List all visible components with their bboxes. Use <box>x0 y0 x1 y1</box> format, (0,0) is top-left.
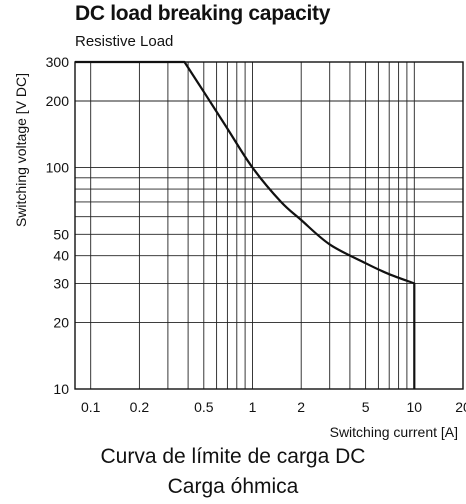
y-tick-labels: 10 20 30 40 50 100 200 300 <box>46 54 70 397</box>
x-tick-label: 10 <box>407 399 423 415</box>
x-axis-label: Switching current [A] <box>330 424 458 440</box>
chart-subtitle: Resistive Load <box>75 33 174 50</box>
x-tick-labels: 0.1 0.2 0.5 1 2 5 10 20 <box>81 399 466 415</box>
y-tick-label: 300 <box>46 54 70 70</box>
caption-line-1: Curva de límite de carga DC <box>100 445 366 468</box>
grid-lines <box>75 61 463 390</box>
x-tick-label: 0.1 <box>81 399 101 415</box>
y-tick-label: 200 <box>46 93 70 109</box>
x-tick-label: 5 <box>362 399 370 415</box>
x-tick-label: 0.2 <box>130 399 150 415</box>
x-tick-label: 2 <box>297 399 305 415</box>
series-layer <box>75 60 416 389</box>
x-tick-label: 1 <box>249 399 257 415</box>
chart-svg: 0.1 0.2 0.5 1 2 5 10 20 10 20 30 40 50 100 200 300 Swi… <box>13 54 466 440</box>
x-tick-label: 0.5 <box>194 399 214 415</box>
plot-frame <box>74 61 464 390</box>
y-tick-label: 30 <box>53 275 69 291</box>
y-tick-label: 50 <box>53 226 69 242</box>
x-tick-label: 20 <box>455 399 466 415</box>
limit-curve <box>75 60 416 389</box>
caption-line-2: Carga óhmica <box>167 475 299 498</box>
y-tick-label: 20 <box>53 314 69 330</box>
y-axis-label: Switching voltage [V DC] <box>13 73 29 227</box>
chart-title: DC load breaking capacity <box>75 2 331 25</box>
y-tick-label: 10 <box>53 381 69 397</box>
y-tick-label: 40 <box>53 248 69 264</box>
y-tick-label: 100 <box>46 160 70 176</box>
